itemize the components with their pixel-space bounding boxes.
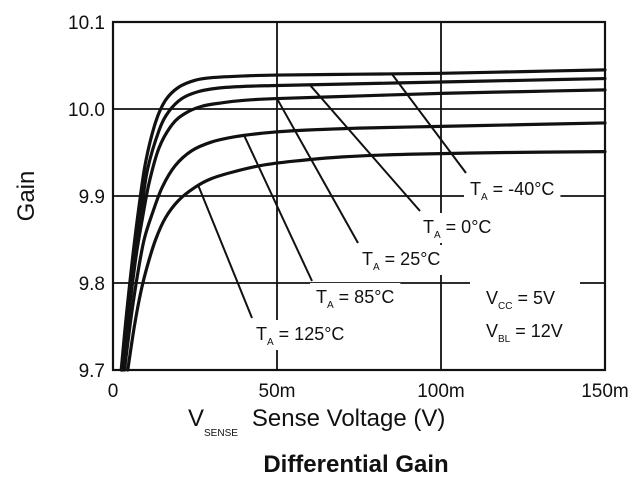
series-line-2 bbox=[121, 88, 607, 372]
x-tick-label: 50m bbox=[259, 381, 296, 402]
callout-line bbox=[197, 185, 253, 319]
plot-frame bbox=[111, 20, 607, 372]
callout-lines bbox=[197, 73, 467, 319]
callout-line bbox=[276, 98, 359, 244]
y-tick-label: 9.7 bbox=[79, 361, 105, 382]
condition-vbl: VBL = 12V bbox=[486, 321, 563, 345]
y-tick-label: 9.9 bbox=[79, 187, 105, 208]
series-label-bg bbox=[464, 175, 561, 205]
callout-line bbox=[309, 84, 421, 212]
x-axis-label: VSENSESense Voltage (V) bbox=[188, 405, 445, 439]
series-label: TA = 25°C bbox=[362, 249, 440, 273]
operating-conditions: VCC = 5V VBL = 12V bbox=[470, 280, 580, 348]
conditions-box bbox=[470, 280, 580, 348]
series-label-bg bbox=[417, 213, 498, 243]
chart-title: Differential Gain bbox=[263, 451, 448, 478]
y-tick-label: 9.8 bbox=[79, 274, 105, 295]
x-tick-label: 0 bbox=[108, 381, 119, 402]
series-label-bg bbox=[356, 245, 447, 275]
series-label: TA = 0°C bbox=[423, 217, 491, 241]
x-tick-label: 100m bbox=[417, 381, 465, 402]
series-line-1 bbox=[120, 76, 607, 372]
series-labels: TA = -40°C TA = 0°C TA = 25°C TA = 85°C TA =… bbox=[250, 175, 561, 350]
x-tick-label: 150m bbox=[581, 381, 629, 402]
series-label-bg bbox=[250, 320, 351, 350]
series-line-4 bbox=[126, 150, 607, 372]
condition-vcc: VCC = 5V bbox=[486, 288, 555, 312]
callout-line bbox=[243, 135, 313, 282]
series-label: TA = 85°C bbox=[316, 287, 394, 311]
y-tick-label: 10.1 bbox=[68, 13, 105, 34]
callout-line bbox=[390, 73, 467, 174]
series-label: TA = 125°C bbox=[256, 324, 344, 348]
series-label-bg bbox=[310, 283, 401, 313]
y-axis-label: Gain bbox=[13, 171, 40, 222]
y-tick-label: 10.0 bbox=[68, 100, 105, 121]
tick-labels: 0 50m 100m 150m 9.7 9.8 9.9 10.0 10.1 bbox=[68, 13, 629, 402]
series-label: TA = -40°C bbox=[470, 179, 554, 203]
series-line-0 bbox=[119, 68, 607, 372]
